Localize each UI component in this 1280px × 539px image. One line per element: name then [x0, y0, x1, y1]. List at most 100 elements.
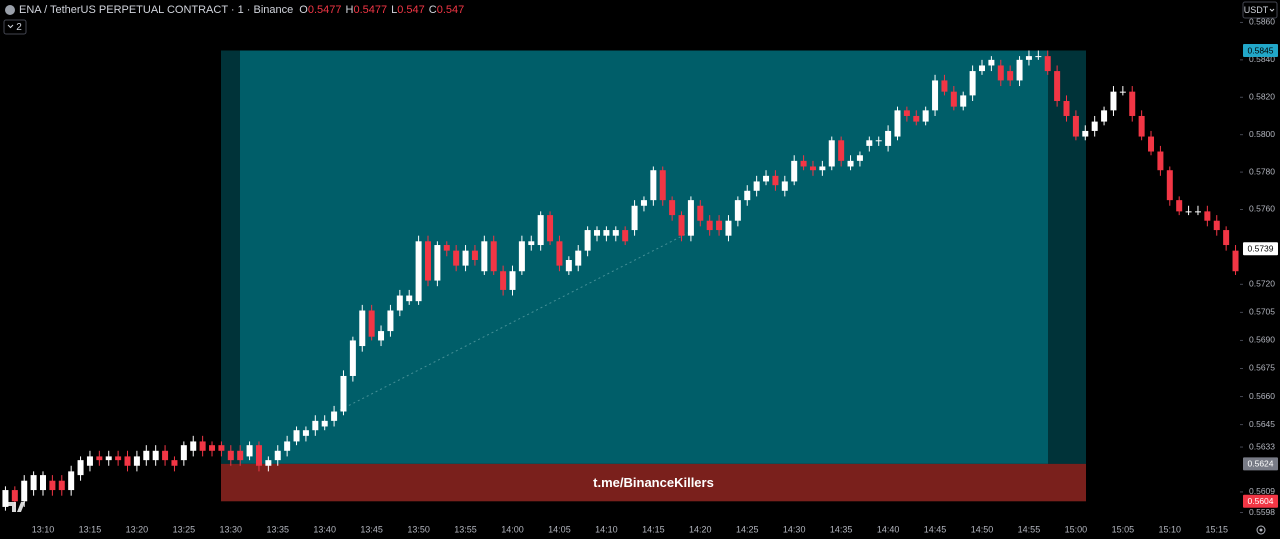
candle-body — [293, 430, 300, 442]
x-tick-label: 15:00 — [1065, 524, 1088, 534]
candle-body — [819, 166, 826, 171]
candle-body — [58, 480, 65, 491]
candle-body — [359, 310, 366, 347]
indicator-badge[interactable] — [3, 19, 27, 35]
candle-body — [528, 241, 535, 246]
candle-body — [809, 166, 816, 171]
candle-body — [509, 271, 516, 290]
currency-button[interactable] — [1242, 1, 1278, 19]
price-label-box — [1243, 242, 1278, 256]
x-tick-label: 14:25 — [736, 524, 759, 534]
candle-body — [791, 160, 798, 182]
y-tick-label: 0.5675 — [1249, 363, 1275, 373]
candle-body — [556, 241, 563, 266]
candle-body — [321, 420, 328, 427]
candle-body — [856, 155, 863, 161]
candle-body — [575, 250, 582, 266]
candle-body — [284, 441, 291, 451]
candle-body — [1185, 211, 1192, 213]
candle-body — [537, 215, 544, 246]
candle-body — [1082, 130, 1089, 137]
candle-body — [800, 160, 807, 167]
candle-body — [697, 205, 704, 221]
candle-body — [594, 230, 601, 236]
zones: t.me/BinanceKillers — [221, 50, 1086, 502]
x-tick-label: 13:10 — [32, 524, 55, 534]
candle-body — [162, 450, 169, 461]
price-label-box — [1243, 457, 1278, 471]
target-zone — [221, 50, 1086, 464]
chevron-icon — [1269, 8, 1275, 12]
price-axis — [1240, 0, 1280, 539]
x-tick-label: 14:30 — [783, 524, 806, 534]
x-tick-label: 15:10 — [1159, 524, 1182, 534]
candle-body — [706, 220, 713, 231]
candle-body — [969, 71, 976, 96]
candle-body — [1213, 220, 1220, 231]
zone-edge — [221, 50, 240, 464]
candle-body — [481, 241, 488, 272]
candle-body — [781, 181, 788, 191]
candle-body — [997, 65, 1004, 81]
candle-body — [922, 110, 929, 122]
candle-body — [650, 170, 657, 201]
settings-icon[interactable] — [1256, 525, 1266, 535]
price-label-box — [1243, 44, 1278, 58]
candle-body — [406, 295, 413, 302]
candle-body — [669, 200, 676, 216]
candle-body — [246, 445, 253, 457]
zone-label: t.me/BinanceKillers — [593, 475, 714, 490]
candle-body — [378, 331, 385, 341]
candle-body — [716, 220, 723, 231]
candle-body — [1035, 56, 1042, 58]
candle-body — [255, 445, 262, 466]
price-label: 0.5604 — [1248, 496, 1274, 506]
candle-body — [753, 181, 760, 191]
candle-body — [199, 441, 206, 451]
candle-body — [30, 475, 37, 491]
candle-body — [1176, 200, 1183, 212]
x-tick-label: 14:05 — [548, 524, 571, 534]
legend-key: L — [391, 4, 397, 16]
candle-body — [547, 215, 554, 242]
candle-body — [1232, 250, 1239, 272]
x-tick-label: 13:25 — [173, 524, 196, 534]
candle-body — [218, 445, 225, 451]
legend-value: 0.5477 — [353, 4, 387, 16]
stop-zone — [221, 463, 1086, 502]
candle-body — [171, 460, 178, 466]
candle-body — [227, 450, 234, 461]
chart-title: ENA / TetherUS PERPETUAL CONTRACT · 1 · … — [19, 4, 293, 16]
x-tick-label: 13:20 — [126, 524, 149, 534]
y-tick-label: 0.5609 — [1249, 486, 1275, 496]
price-label: 0.5739 — [1248, 244, 1274, 254]
legend-value: 0.547 — [437, 4, 465, 16]
candle-body — [415, 241, 422, 302]
candle-body — [678, 215, 685, 236]
x-tick-label: 13:30 — [220, 524, 243, 534]
candle-body — [1148, 136, 1155, 152]
x-tick-label: 13:55 — [454, 524, 477, 534]
price-label: 0.5845 — [1248, 45, 1274, 55]
candle-body — [565, 260, 572, 272]
price-label: 0.5624 — [1248, 459, 1274, 469]
candle-body — [40, 475, 46, 491]
candle-body — [340, 375, 347, 412]
candle-body — [1166, 170, 1173, 201]
y-tick-label: 0.5780 — [1249, 166, 1275, 176]
currency-label: USDT — [1244, 5, 1269, 15]
legend-key: H — [346, 4, 354, 16]
candle-body — [950, 91, 957, 107]
candle-body — [622, 230, 629, 242]
candle-body — [631, 205, 638, 231]
y-tick-label: 0.5660 — [1249, 391, 1275, 401]
chevron-icon — [7, 24, 14, 29]
candle-body — [744, 190, 751, 201]
x-tick-label: 14:55 — [1018, 524, 1041, 534]
candle-body — [368, 310, 375, 337]
candle-body — [847, 160, 854, 167]
candle-body — [885, 130, 892, 146]
x-tick-label: 13:35 — [266, 524, 289, 534]
header-text: ENA / TetherUS PERPETUAL CONTRACT · 1 · … — [19, 4, 464, 16]
